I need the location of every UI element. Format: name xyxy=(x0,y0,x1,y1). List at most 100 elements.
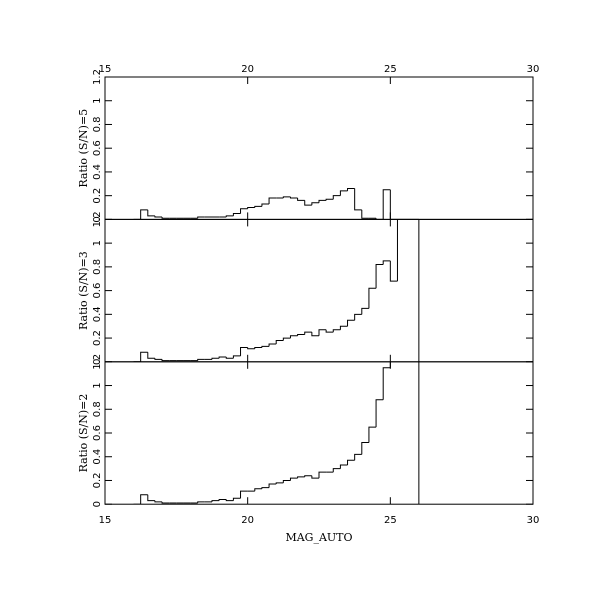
histogram-step xyxy=(347,319,355,327)
histogram-step xyxy=(147,494,155,502)
histogram-step xyxy=(361,441,369,455)
histogram-step xyxy=(218,356,227,359)
y-tick-label: 0.8 xyxy=(92,401,103,417)
histogram-step xyxy=(297,334,305,336)
histogram-step xyxy=(339,464,348,469)
y-tick-label: 1.2 xyxy=(92,211,103,227)
histogram-step xyxy=(140,209,148,220)
histogram-step xyxy=(254,488,262,492)
histogram-step xyxy=(354,313,362,321)
histogram-step xyxy=(361,209,369,219)
y-tick-label: 0.2 xyxy=(92,330,103,346)
x-tick-label: 15 xyxy=(99,515,112,526)
histogram-step xyxy=(254,205,262,208)
histogram-step xyxy=(140,494,148,505)
x-axis-label: MAG_AUTO xyxy=(285,531,352,544)
histogram-step xyxy=(211,357,220,360)
y-tick-label: 0.6 xyxy=(92,425,103,441)
histogram-step xyxy=(282,196,291,199)
x-tick-label: 25 xyxy=(384,64,397,75)
histogram-step xyxy=(389,260,398,282)
histogram-step xyxy=(154,215,163,218)
histogram-step xyxy=(318,199,327,203)
y-tick-label: 0.2 xyxy=(92,473,103,489)
x-tick-label: 15 xyxy=(99,64,112,75)
histogram-step xyxy=(225,499,234,502)
histogram-step xyxy=(304,331,312,335)
histogram-step xyxy=(282,337,291,341)
histogram-step xyxy=(197,216,205,219)
y-tick-label: 1 xyxy=(92,382,103,388)
histogram-step xyxy=(332,468,341,473)
plot-frame xyxy=(104,361,534,505)
plot-frame xyxy=(104,76,534,220)
y-tick-label: 0.4 xyxy=(92,306,103,322)
histogram-step xyxy=(254,347,262,349)
histogram-step xyxy=(161,501,170,504)
plot-frame xyxy=(104,218,534,363)
y-tick-label: 1 xyxy=(92,98,103,104)
histogram-step xyxy=(247,347,255,350)
y-tick-label: 1.2 xyxy=(92,354,103,370)
histogram-step xyxy=(225,357,234,359)
histogram-step xyxy=(318,329,327,336)
y-tick-label: 1.2 xyxy=(92,69,103,85)
histogram-step xyxy=(332,329,341,333)
histogram-step xyxy=(218,498,227,501)
histogram-step xyxy=(347,188,355,191)
y-axis-label: Ratio (S/N)=2 xyxy=(77,394,90,473)
histogram-step xyxy=(232,497,241,501)
y-axis-label: Ratio (S/N)=3 xyxy=(77,251,90,330)
histogram-step xyxy=(140,351,148,362)
x-tick-label: 20 xyxy=(241,64,254,75)
histogram xyxy=(133,188,419,220)
histogram-step xyxy=(211,500,220,502)
histogram-step xyxy=(375,263,384,289)
y-tick-label: 0.8 xyxy=(92,117,103,133)
histogram-step xyxy=(382,260,391,265)
histogram-step xyxy=(240,208,248,214)
histogram-step xyxy=(261,203,270,207)
histogram-step xyxy=(240,490,248,499)
histogram xyxy=(133,219,420,362)
histogram-step xyxy=(232,212,241,216)
histogram-step xyxy=(297,476,305,479)
histogram-step xyxy=(354,453,362,461)
x-tick-label: 25 xyxy=(384,515,397,526)
histogram-step xyxy=(161,359,170,362)
histogram-step xyxy=(347,459,355,466)
histogram-step xyxy=(396,219,398,282)
histogram-step xyxy=(354,188,362,211)
histogram-step xyxy=(147,209,155,217)
histogram-step xyxy=(232,355,241,359)
histogram-step xyxy=(318,471,327,479)
histogram-step xyxy=(289,477,298,481)
histogram-step xyxy=(240,347,248,356)
histogram-step xyxy=(339,190,348,196)
x-tick-label: 20 xyxy=(241,515,254,526)
histogram-step xyxy=(368,287,377,309)
histogram-step xyxy=(375,399,384,428)
histogram-step xyxy=(311,332,319,337)
histogram-step xyxy=(161,217,170,219)
histogram-step xyxy=(304,200,312,206)
histogram-step xyxy=(282,479,291,483)
histogram-step xyxy=(197,358,205,361)
histogram-step xyxy=(154,358,163,360)
y-tick-label: 0.2 xyxy=(92,188,103,204)
histogram-step xyxy=(375,218,384,220)
histogram-step xyxy=(268,197,277,204)
y-tick-label: 0.8 xyxy=(92,259,103,275)
histogram-step xyxy=(339,325,348,330)
y-tick-label: 1 xyxy=(92,240,103,246)
histogram-step xyxy=(247,207,255,209)
y-tick-label: 0 xyxy=(92,216,103,222)
histogram xyxy=(133,361,420,505)
histogram-step xyxy=(275,482,284,485)
histogram-step xyxy=(361,307,369,315)
histogram-step xyxy=(197,501,205,504)
histogram-step xyxy=(418,219,420,362)
y-tick-label: 0.6 xyxy=(92,140,103,156)
histogram-step xyxy=(304,475,312,477)
histogram-step xyxy=(382,189,391,220)
